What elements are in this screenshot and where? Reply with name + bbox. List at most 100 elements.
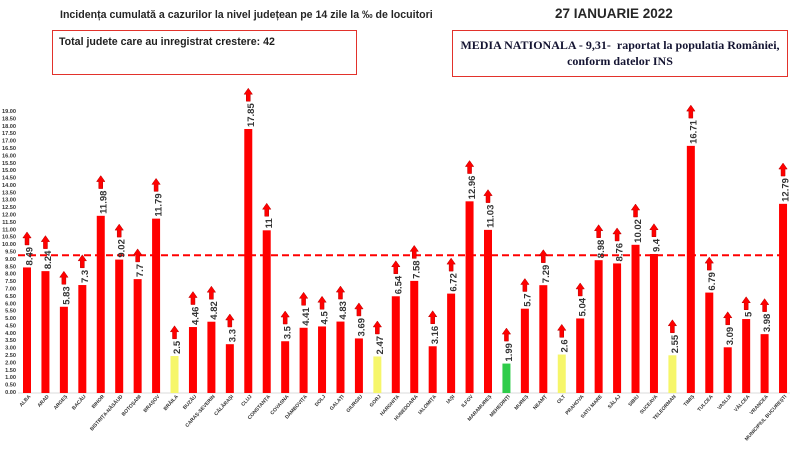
report-date: 27 IANUARIE 2022 bbox=[555, 6, 673, 21]
bar-giurgiu bbox=[354, 338, 363, 393]
bar-gorj bbox=[373, 356, 382, 393]
category-label-tulcea: TULCEA bbox=[696, 394, 714, 413]
bar-suceava bbox=[649, 253, 658, 393]
increase-arrow-icon bbox=[483, 189, 493, 203]
increase-arrow-icon bbox=[593, 224, 604, 238]
y-tick-label: 0.50 bbox=[5, 383, 16, 389]
category-label-arges: ARGEȘ bbox=[53, 393, 70, 411]
increase-arrow-icon bbox=[280, 310, 290, 325]
y-tick-label: 12.00 bbox=[2, 213, 16, 219]
bar-dambovita bbox=[299, 327, 308, 393]
increase-arrow-icon bbox=[427, 310, 438, 325]
value-label-cluj: 17.85 bbox=[246, 103, 257, 127]
bar-covasna bbox=[281, 341, 290, 393]
value-label-calarasi: 3.3 bbox=[227, 329, 238, 342]
category-label-brasov: BRAȘOV bbox=[143, 394, 162, 414]
y-tick-label: 4.00 bbox=[5, 331, 16, 337]
increase-arrow-icon bbox=[649, 223, 659, 238]
bar-prahova bbox=[576, 318, 585, 393]
y-tick-label: 9.50 bbox=[5, 250, 16, 256]
value-label-dambovita: 4.41 bbox=[301, 307, 312, 326]
national-average-text-line-1: MEDIA NATIONALA - 9,31- raportat la popu… bbox=[460, 38, 780, 52]
y-tick-label: 10.50 bbox=[2, 235, 16, 241]
value-label-hunedoara: 7.58 bbox=[412, 260, 423, 279]
increase-arrow-icon bbox=[612, 227, 622, 242]
category-label-galati: GALAȚI bbox=[329, 394, 346, 412]
bar-bacau bbox=[78, 285, 87, 393]
y-tick-label: 10.00 bbox=[2, 242, 16, 248]
bar-calarasi bbox=[225, 344, 234, 393]
category-label-ialomita: IALOMIȚA bbox=[417, 394, 438, 416]
category-label-botosani: BOTOȘANI bbox=[121, 394, 143, 418]
bar-caras-severin bbox=[207, 321, 216, 393]
value-labels: 8.49 8.24 5.83 7.3 11.98 9.02 7.7 11.79 2.5 4.46 4… bbox=[25, 103, 792, 362]
national-average-text-line-2: conform datelor INS bbox=[567, 54, 673, 68]
bar-mures bbox=[520, 308, 529, 393]
category-label-calarasi: CĂLĂRAȘI bbox=[213, 393, 236, 417]
value-label-iasi: 6.72 bbox=[449, 273, 460, 292]
value-label-brasov: 11.79 bbox=[154, 193, 165, 216]
increase-arrow-icon bbox=[22, 231, 32, 246]
category-label-olt: OLT bbox=[556, 394, 567, 405]
value-label-arad: 8.24 bbox=[43, 250, 54, 269]
y-tick-label: 16.50 bbox=[2, 146, 16, 152]
category-label-vaslui: VASLUI bbox=[716, 394, 733, 412]
increase-arrow-icon bbox=[446, 257, 456, 272]
category-label-iasi: IAȘI bbox=[445, 394, 456, 406]
value-label-mehedinti: 1.99 bbox=[504, 343, 515, 362]
bar-iasi bbox=[447, 293, 456, 393]
increase-summary-box: Total judete care au inregistrat crester… bbox=[52, 30, 357, 75]
national-average-box: MEDIA NATIONALA - 9,31- raportat la popu… bbox=[452, 30, 788, 77]
increase-arrow-icon bbox=[686, 104, 696, 119]
increase-arrow-icon bbox=[391, 260, 401, 275]
value-label-harghita: 6.54 bbox=[393, 275, 404, 294]
increase-arrow-icon bbox=[575, 282, 585, 297]
bar-arges bbox=[59, 306, 68, 393]
increase-arrow-icon bbox=[520, 278, 530, 292]
value-label-maramures: 11.03 bbox=[486, 205, 497, 228]
bar-olt bbox=[557, 354, 566, 393]
category-label-neamt: NEAMȚ bbox=[532, 394, 548, 411]
value-label-bacau: 7.3 bbox=[80, 270, 91, 283]
value-label-satu-mare: 8.98 bbox=[596, 240, 607, 259]
bar-dolj bbox=[318, 326, 327, 393]
bar-braila bbox=[170, 356, 179, 393]
category-label-buzau: BUZĂU bbox=[181, 393, 198, 411]
value-label-bihor: 11.98 bbox=[98, 191, 109, 214]
bar-neamt bbox=[539, 285, 548, 393]
value-label-botosani: 7.7 bbox=[135, 264, 146, 277]
increase-arrow-icon bbox=[169, 325, 180, 340]
value-label-giurgiu: 3.69 bbox=[356, 318, 367, 337]
value-label-municipiul-bucuresti: 12.79 bbox=[781, 178, 792, 202]
bar-harghita bbox=[391, 296, 400, 393]
category-label-bacau: BACĂU bbox=[70, 393, 88, 411]
category-label-dolj: DOLJ bbox=[314, 394, 328, 408]
increase-arrow-icon bbox=[723, 311, 733, 326]
increase-arrow-icon bbox=[501, 327, 512, 342]
y-tick-label: 6.00 bbox=[5, 301, 16, 307]
y-tick-label: 13.50 bbox=[2, 190, 16, 196]
value-label-gorj: 2.47 bbox=[375, 336, 386, 355]
bar-botosani bbox=[133, 279, 142, 393]
bar-vrancea bbox=[760, 334, 769, 393]
value-label-vaslui: 3.09 bbox=[725, 327, 736, 346]
bar-timis bbox=[686, 145, 695, 393]
category-label-alba: ALBA bbox=[18, 394, 32, 409]
category-label-bihor: BIHOR bbox=[91, 394, 106, 410]
increase-arrow-icon bbox=[778, 162, 788, 177]
bar-mehedinti bbox=[502, 363, 511, 393]
bar-series bbox=[23, 129, 788, 393]
category-label-mures: MUREȘ bbox=[514, 394, 531, 412]
increase-arrow-icon bbox=[317, 295, 327, 310]
increase-arrow-icon bbox=[206, 285, 217, 300]
bar-galati bbox=[336, 321, 345, 393]
y-tick-label: 17.50 bbox=[2, 131, 16, 137]
bar-constanta bbox=[262, 230, 271, 393]
increase-arrow-icon bbox=[704, 256, 714, 271]
increase-arrow-icon bbox=[188, 291, 198, 305]
value-label-galati: 4.83 bbox=[338, 301, 349, 320]
bar-alba bbox=[23, 267, 31, 393]
value-label-olt: 2.6 bbox=[559, 339, 570, 352]
